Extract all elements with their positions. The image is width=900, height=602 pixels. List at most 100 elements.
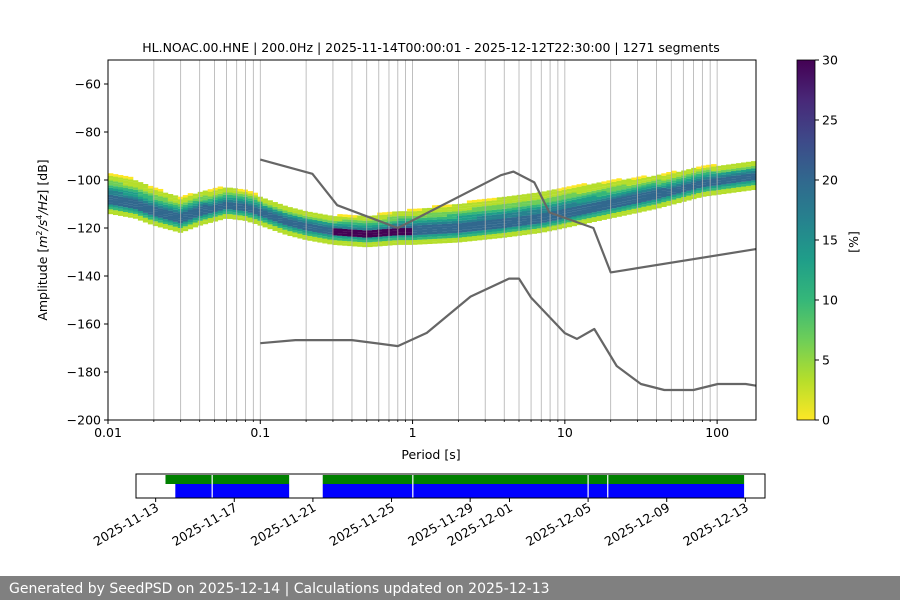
- heatmap-cell: [451, 206, 458, 210]
- heatmap-cell: [741, 174, 747, 177]
- heatmap-cell: [332, 218, 338, 222]
- heatmap-cell: [117, 184, 124, 188]
- heatmap-cell: [427, 231, 433, 235]
- heatmap-cell: [511, 219, 518, 222]
- heatmap-cell: [576, 198, 582, 202]
- heatmap-cell: [681, 199, 687, 202]
- heatmap-cell: [317, 223, 323, 226]
- heatmap-cell: [561, 223, 567, 226]
- heatmap-cell: [561, 225, 567, 229]
- heatmap-cell: [322, 236, 328, 239]
- heatmap-cell: [407, 237, 413, 241]
- heatmap-cell: [496, 206, 503, 210]
- heatmap-cell: [427, 236, 433, 240]
- x-axis-label: Period [s]: [401, 447, 460, 462]
- heatmap-cell: [282, 232, 288, 235]
- heatmap-cell: [626, 207, 632, 210]
- heatmap-cell: [108, 211, 114, 215]
- heatmap-cell: [237, 212, 243, 216]
- heatmap-cell: [337, 228, 343, 231]
- heatmap-cell: [651, 194, 657, 198]
- heatmap-cell: [511, 233, 518, 237]
- heatmap-cell: [157, 217, 164, 221]
- heatmap-cell: [427, 222, 433, 225]
- heatmap-cell: [382, 238, 388, 242]
- heatmap-cell: [486, 217, 493, 221]
- heatmap-cell: [526, 212, 533, 216]
- heatmap-cell: [661, 204, 667, 207]
- heatmap-cell: [157, 193, 164, 197]
- heatmap-cell: [556, 188, 562, 191]
- heatmap-cell: [282, 210, 288, 213]
- heatmap-cell: [187, 205, 194, 208]
- heatmap-cell: [451, 209, 458, 212]
- heatmap-cell: [591, 212, 597, 215]
- heatmap-cell: [427, 215, 433, 218]
- heatmap-cell: [217, 203, 224, 206]
- heatmap-cell: [252, 207, 258, 210]
- heatmap-cell: [342, 216, 348, 220]
- heatmap-cell: [526, 200, 533, 204]
- heatmap-cell: [127, 179, 134, 182]
- heatmap-cell: [521, 232, 528, 236]
- heatmap-cell: [471, 233, 478, 237]
- heatmap-cell: [731, 163, 737, 167]
- heatmap-cell: [546, 228, 553, 232]
- heatmap-cell: [661, 194, 667, 198]
- heatmap-cell: [476, 221, 483, 224]
- heatmap-cell: [192, 203, 199, 206]
- heatmap-cell: [436, 226, 443, 230]
- heatmap-cell: [591, 190, 597, 194]
- heatmap-cell: [297, 233, 303, 237]
- heatmap-cell: [736, 167, 742, 171]
- heatmap-cell: [491, 219, 498, 222]
- heatmap-cell: [716, 165, 722, 169]
- heatmap-cell: [132, 197, 139, 200]
- heatmap-cell: [641, 209, 647, 212]
- heatmap-cell: [252, 199, 258, 203]
- heatmap-cell: [187, 207, 194, 211]
- heatmap-cell: [541, 191, 548, 194]
- heatmap-cell: [262, 217, 268, 221]
- heatmap-cell: [581, 209, 587, 213]
- heatmap-cell: [207, 196, 214, 199]
- heatmap-cell: [307, 228, 313, 232]
- heatmap-cell: [561, 213, 567, 217]
- heatmap-cell: [591, 200, 597, 203]
- heatmap-cell: [496, 228, 503, 232]
- coverage-timeline: 2025-11-13 2025-11-17 2025-11-21 2025-11-25…: [91, 473, 766, 549]
- heatmap-cell: [576, 220, 582, 223]
- heatmap-cell: [491, 229, 498, 232]
- heatmap-cell: [417, 208, 423, 211]
- heatmap-cell: [741, 169, 747, 173]
- heatmap-cell: [267, 217, 273, 220]
- heatmap-cell: [726, 181, 732, 184]
- heatmap-cell: [601, 195, 607, 199]
- heatmap-cell: [656, 205, 662, 209]
- heatmap-cell: [252, 221, 258, 224]
- heatmap-cell: [601, 198, 607, 201]
- heatmap-cell: [531, 207, 538, 210]
- ppsd-plot: 0.01 0.1 1 10 100 −60−80−100−120−140−160−180…: [67, 59, 757, 440]
- heatmap-cell: [536, 225, 543, 229]
- heatmap-cell: [407, 225, 413, 229]
- heatmap-cell: [332, 242, 338, 246]
- heatmap-cell: [167, 198, 174, 202]
- heatmap-cell: [317, 240, 323, 243]
- heatmap-cell: [357, 232, 363, 235]
- heatmap-cell: [412, 225, 418, 228]
- heatmap-cell: [476, 216, 483, 219]
- heatmap-cell: [402, 237, 408, 241]
- heatmap-cell: [636, 193, 642, 196]
- heatmap-cell: [262, 222, 268, 225]
- heatmap-cell: [322, 240, 328, 244]
- heatmap-cell: [407, 216, 413, 219]
- heatmap-cell: [412, 213, 418, 216]
- heatmap-cell: [716, 170, 722, 174]
- heatmap-cell: [167, 227, 174, 231]
- heatmap-cell: [611, 186, 617, 190]
- heatmap-cell: [701, 175, 707, 178]
- heatmap-cell: [407, 211, 413, 214]
- heatmap-cell: [681, 187, 687, 190]
- heatmap-cell: [536, 209, 543, 212]
